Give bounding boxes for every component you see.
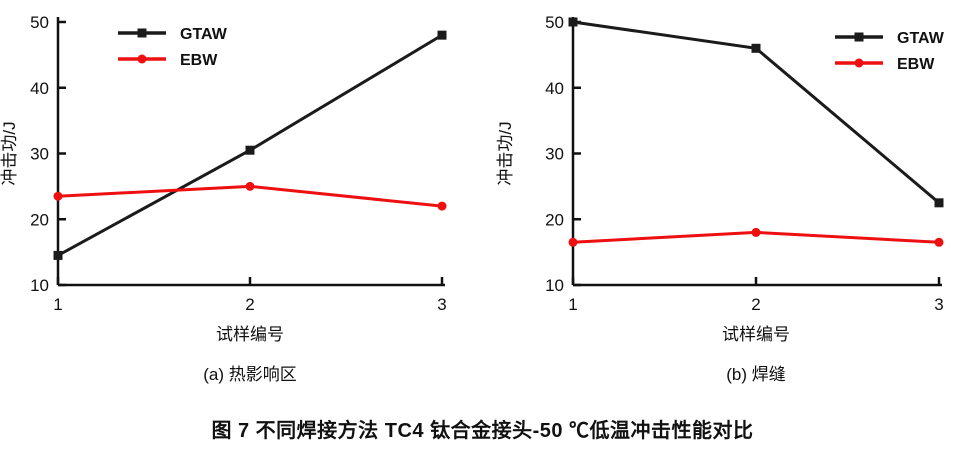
x-tick-label: 2 [751,295,760,314]
chart-panel-heat-affected-zone: 10 20 30 40 50 1 2 3 冲击功/J 试样编号 GTAW EBW (a) 热影响区 [0,0,482,398]
y-tick-label: 40 [30,79,49,98]
data-point-marker [854,58,864,68]
y-tick-label: 20 [545,210,564,229]
x-tick-label: 1 [53,295,62,314]
data-point-marker [854,32,864,42]
data-point-marker [437,201,447,211]
x-tick-label: 1 [568,295,577,314]
data-point-marker [934,237,944,247]
x-axis-label: 试样编号 [722,325,790,344]
line-chart-weld-seam: 10 20 30 40 50 1 2 3 冲击功/J 试样编号 GTAW EBW (b) 焊缝 [496,13,945,384]
axes [571,17,942,287]
legend-label: GTAW [180,26,228,43]
y-axis-label: 冲击功/J [496,121,515,185]
data-point-marker [934,198,944,208]
data-point-marker [137,54,147,64]
series-ebw [568,227,944,247]
y-tick-label: 50 [545,13,564,32]
data-point-marker [568,237,578,247]
y-tick-label: 10 [30,276,49,295]
panel-caption: (a) 热影响区 [203,365,297,384]
y-tick-label: 30 [545,145,564,164]
data-point-marker [53,250,63,260]
data-point-marker [53,191,63,201]
data-point-marker [137,28,147,38]
panel-caption: (b) 焊缝 [726,365,786,384]
y-axis-ticks: 10 20 30 40 50 [545,13,581,295]
line-chart-heat-affected-zone: 10 20 30 40 50 1 2 3 冲击功/J 试样编号 GTAW EBW (a) 热影响区 [0,13,447,384]
data-point-marker [568,17,578,27]
legend: GTAW EBW [835,30,945,73]
data-point-marker [751,227,761,237]
series-line [57,33,443,257]
x-tick-label: 3 [934,295,943,314]
x-axis-ticks: 1 2 3 [53,277,447,314]
figure-caption: 图 7 不同焊接方法 TC4 钛合金接头-50 ℃低温冲击性能对比 [211,420,754,442]
data-point-marker [245,145,255,155]
y-tick-label: 50 [30,13,49,32]
data-point-marker [437,30,447,40]
series-gtaw [53,30,447,260]
data-point-marker [245,181,255,191]
y-tick-label: 40 [545,79,564,98]
series-ebw [53,181,447,211]
data-point-marker [751,43,761,53]
x-axis-ticks: 1 2 3 [568,277,944,314]
axes [56,17,445,287]
x-axis-label: 试样编号 [216,325,284,344]
series-gtaw [568,17,944,208]
legend-label: GTAW [897,30,945,47]
chart-panel-weld-seam: 10 20 30 40 50 1 2 3 冲击功/J 试样编号 GTAW EBW (b) 焊缝 [483,0,965,398]
y-axis-ticks: 10 20 30 40 50 [30,13,66,295]
legend-label: EBW [897,56,935,73]
x-tick-label: 3 [437,295,446,314]
x-tick-label: 2 [245,295,254,314]
y-tick-label: 30 [30,145,49,164]
y-tick-label: 10 [545,276,564,295]
legend: GTAW EBW [118,26,228,69]
legend-label: EBW [180,52,218,69]
y-tick-label: 20 [30,210,49,229]
y-axis-label: 冲击功/J [0,121,19,185]
